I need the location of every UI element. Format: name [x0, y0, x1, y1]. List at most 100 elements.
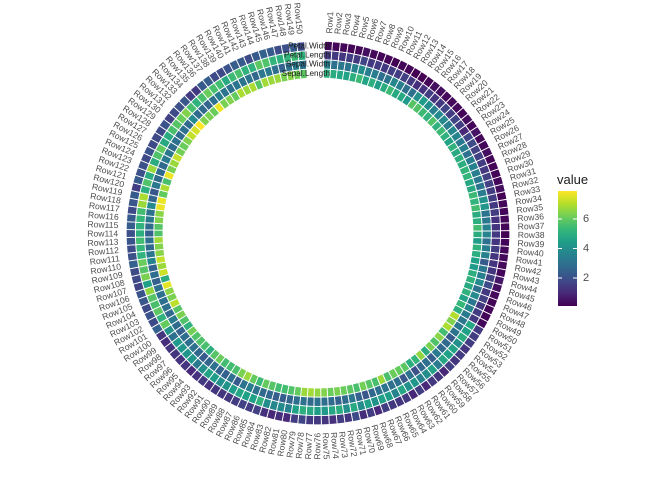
heatmap-cell-petal-width-row150 — [296, 41, 306, 53]
heatmap-cell-sepal-length-row36 — [471, 217, 483, 226]
heatmap-cell-sepal-width-row36 — [480, 216, 492, 225]
heatmap-cell-petal-length-row113 — [134, 236, 146, 246]
row-label: Row38 — [518, 230, 545, 240]
heatmap-cell-sepal-length-row114 — [153, 229, 164, 238]
heatmap-cell-sepal-length-row39 — [472, 237, 483, 246]
heatmap-cell-petal-width-row77 — [305, 414, 315, 426]
row-label: Row116 — [88, 210, 120, 222]
heatmap-cell-petal-width-row39 — [499, 237, 511, 247]
heatmap-cell-petal-length-row114 — [134, 229, 146, 238]
heatmap-cell-sepal-width-row38 — [481, 230, 492, 239]
heatmap-cell-petal-length-row73 — [334, 404, 345, 416]
row-label: Row111 — [89, 253, 120, 267]
heatmap-cell-sepal-width-row114 — [144, 229, 155, 238]
heatmap-cell-sepal-width-row74 — [327, 395, 336, 407]
heatmap-cell-sepal-width-row39 — [481, 237, 492, 246]
heatmap-cell-petal-length-row36 — [490, 215, 501, 225]
heatmap-cell-petal-width-row36 — [499, 214, 511, 224]
heatmap-cell-sepal-length-row112 — [153, 242, 165, 251]
legend-colorbar — [558, 191, 577, 306]
row-label: Row41 — [515, 254, 543, 267]
row-label: Row150 — [292, 2, 305, 35]
ring-label-petal-length: Petal.Length — [284, 51, 330, 60]
heatmap-cell-sepal-length-row113 — [153, 236, 164, 245]
row-label: Row80 — [275, 429, 289, 457]
row-label: Row117 — [88, 200, 120, 214]
heatmap-cell-petal-width-row73 — [335, 413, 346, 425]
heatmap-cell-petal-width-row37 — [499, 222, 511, 232]
heatmap-cell-petal-width-row78 — [297, 414, 307, 425]
row-label: Row5 — [357, 15, 372, 39]
heatmap-cell-sepal-width-row112 — [144, 243, 156, 252]
heatmap-cell-petal-length-row115 — [134, 221, 146, 231]
heatmap-cell-sepal-width-row113 — [144, 236, 155, 245]
row-label: Row2 — [332, 12, 344, 35]
row-label: Row36 — [517, 211, 545, 223]
heatmap-cell-sepal-length-row76 — [313, 387, 322, 398]
heatmap-cell-sepal-length-row37 — [472, 223, 483, 232]
heatmap-cell-petal-length-row39 — [490, 237, 501, 247]
legend-ticks: 2 4 6 — [558, 213, 589, 284]
heatmap-cell-sepal-length-row74 — [326, 386, 335, 398]
heatmap-cell-sepal-width-row115 — [144, 222, 155, 231]
row-label: Row39 — [517, 238, 544, 249]
row-label: Row42 — [514, 263, 542, 278]
heatmap-cell-sepal-width-row76 — [313, 396, 322, 407]
row-label: Row4 — [349, 14, 363, 38]
row-label: Row115 — [87, 219, 118, 230]
heatmap-cell-petal-length-row75 — [320, 405, 330, 417]
heatmap-cell-petal-width-row76 — [312, 415, 322, 426]
heatmap-cell-petal-width-row111 — [126, 251, 138, 262]
ring-label-sepal-width: Sepal.Width — [286, 60, 331, 69]
heatmap-cell-sepal-length-row38 — [472, 230, 483, 239]
heatmap-cell-sepal-width-row75 — [320, 396, 329, 407]
ring-labels: Sepal.LengthSepal.WidthPetal.LengthPetal… — [282, 41, 331, 78]
heatmap-cell-sepal-width-row37 — [481, 223, 492, 232]
heatmap-cell-petal-length-row76 — [313, 405, 322, 417]
row-label: Row74 — [329, 432, 341, 460]
heatmap-cell-petal-length-row37 — [490, 222, 502, 232]
heatmap-cell-petal-width-row35 — [498, 206, 510, 217]
row-label: Row77 — [303, 432, 314, 459]
row-label: Row112 — [88, 245, 120, 258]
heatmap-cell-sepal-width-row77 — [306, 396, 315, 407]
legend: value 2 4 6 — [557, 172, 589, 306]
row-label: Row34 — [515, 193, 543, 207]
heatmap-cell-petal-length-row112 — [135, 243, 147, 253]
legend-tick-label: 4 — [583, 243, 589, 255]
row-label: Row37 — [518, 221, 545, 232]
row-label: Row72 — [345, 429, 359, 457]
row-label: Row75 — [321, 432, 332, 459]
heatmap-cell-petal-length-row38 — [490, 230, 502, 239]
heatmap-cell-petal-length-row74 — [327, 405, 337, 416]
row-label: Row79 — [284, 430, 297, 458]
heatmap-rings — [125, 40, 511, 426]
heatmap-cell-petal-length-row111 — [135, 250, 147, 261]
row-label: Row114 — [87, 228, 118, 238]
heatmap-cell-petal-length-row77 — [305, 405, 315, 417]
heatmap-cell-petal-width-row116 — [126, 213, 137, 223]
row-label: Row76 — [312, 433, 322, 460]
heatmap-cell-sepal-width-row35 — [480, 209, 492, 219]
heatmap-cell-sepal-length-row77 — [306, 387, 315, 398]
row-label: Row118 — [90, 191, 122, 206]
legend-tick-label: 6 — [583, 213, 589, 225]
row-label: Row113 — [87, 237, 119, 248]
heatmap-cell-petal-length-row35 — [489, 207, 501, 218]
heatmap-cell-petal-width-row114 — [125, 229, 136, 238]
heatmap-cell-petal-width-row38 — [500, 230, 511, 240]
legend-title: value — [557, 172, 588, 187]
legend-tick-label: 2 — [583, 272, 589, 284]
row-label: Row1 — [324, 11, 335, 34]
ring-label-sepal-length: Sepal.Length — [282, 69, 331, 78]
heatmap-cell-sepal-length-row115 — [153, 222, 164, 231]
heatmap-cell-petal-width-row115 — [125, 221, 137, 231]
row-label: Row149 — [283, 3, 297, 36]
ring-label-petal-width: Petal.Width — [288, 41, 330, 50]
row-label: Row40 — [517, 246, 545, 258]
row-label: Row35 — [516, 202, 544, 215]
row-labels: Row1Row2Row3Row4Row5Row6Row7Row8Row9Row1… — [87, 2, 545, 460]
heatmap-cell-petal-width-row113 — [125, 236, 137, 246]
heatmap-cell-petal-width-row74 — [328, 414, 338, 425]
